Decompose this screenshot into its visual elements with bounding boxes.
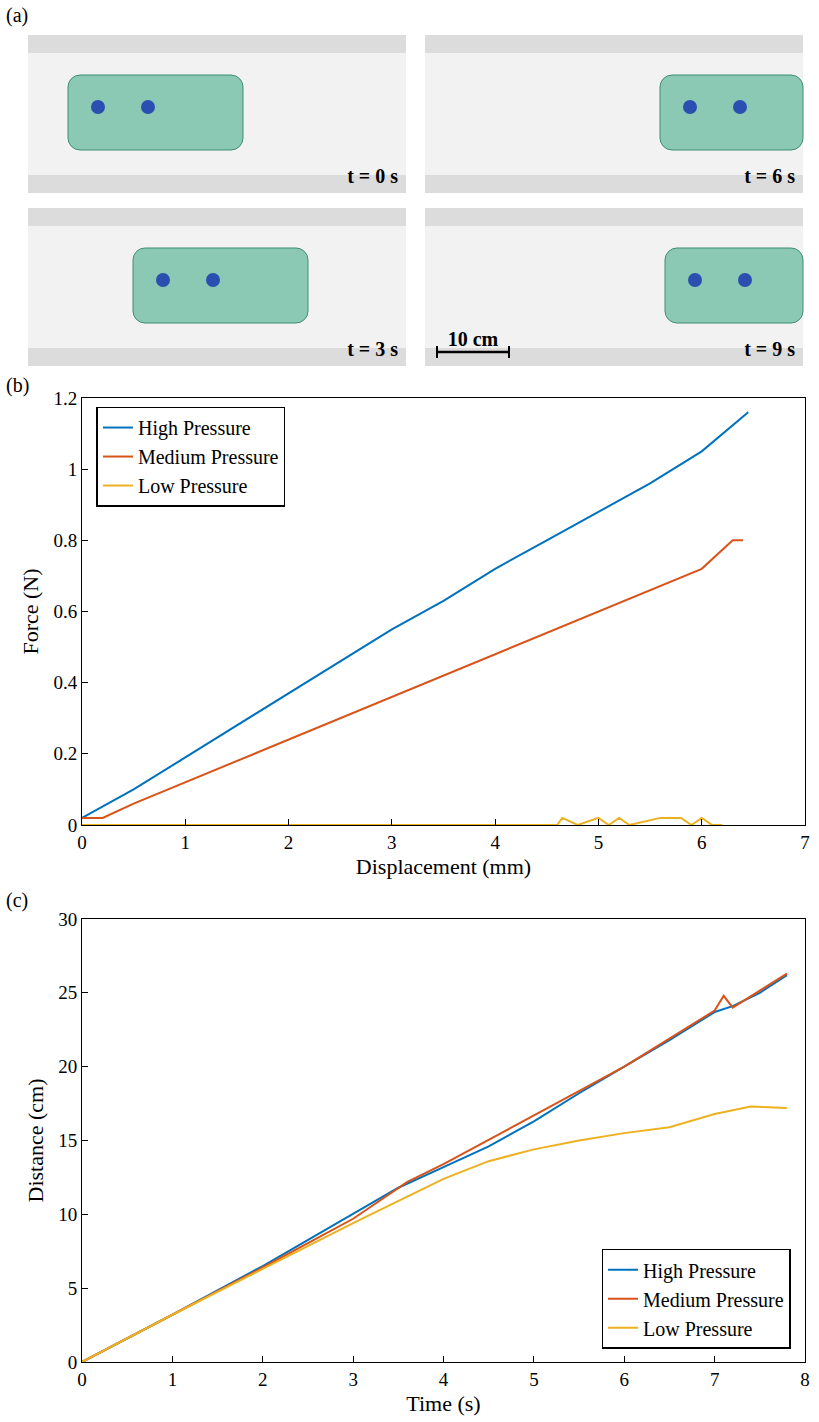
svg-text:0: 0 bbox=[68, 1352, 78, 1373]
svg-text:15: 15 bbox=[58, 1130, 77, 1151]
svg-text:Distance (cm): Distance (cm) bbox=[23, 1079, 48, 1203]
svg-text:10 cm: 10 cm bbox=[448, 328, 499, 350]
svg-text:1: 1 bbox=[68, 459, 78, 480]
svg-text:t = 6 s: t = 6 s bbox=[744, 165, 795, 187]
svg-text:Force (N): Force (N) bbox=[18, 568, 43, 654]
svg-text:5: 5 bbox=[529, 1369, 539, 1390]
svg-text:1: 1 bbox=[181, 832, 191, 853]
svg-text:Low Pressure: Low Pressure bbox=[643, 1318, 753, 1340]
svg-text:4: 4 bbox=[490, 832, 500, 853]
svg-text:20: 20 bbox=[58, 1056, 77, 1077]
svg-text:7: 7 bbox=[710, 1369, 720, 1390]
svg-text:t = 3 s: t = 3 s bbox=[347, 338, 398, 360]
svg-text:5: 5 bbox=[68, 1278, 78, 1299]
svg-text:0.6: 0.6 bbox=[53, 601, 77, 622]
svg-text:1: 1 bbox=[168, 1369, 178, 1390]
svg-text:7: 7 bbox=[800, 832, 810, 853]
svg-text:6: 6 bbox=[697, 832, 707, 853]
svg-text:1.2: 1.2 bbox=[53, 388, 77, 409]
svg-text:25: 25 bbox=[58, 982, 77, 1003]
svg-text:Medium Pressure: Medium Pressure bbox=[138, 446, 279, 468]
svg-text:2: 2 bbox=[258, 1369, 268, 1390]
svg-text:t = 0 s: t = 0 s bbox=[347, 165, 398, 187]
svg-text:5: 5 bbox=[594, 832, 604, 853]
svg-text:3: 3 bbox=[348, 1369, 358, 1390]
svg-text:10: 10 bbox=[58, 1204, 77, 1225]
svg-text:6: 6 bbox=[620, 1369, 630, 1390]
svg-text:Low Pressure: Low Pressure bbox=[138, 475, 248, 497]
svg-text:t = 9 s: t = 9 s bbox=[744, 338, 795, 360]
svg-text:0.8: 0.8 bbox=[53, 530, 77, 551]
svg-text:30: 30 bbox=[58, 909, 77, 930]
svg-text:High Pressure: High Pressure bbox=[643, 1260, 756, 1283]
svg-text:3: 3 bbox=[387, 832, 397, 853]
svg-text:0: 0 bbox=[77, 1369, 87, 1390]
html-text:(c): (c) bbox=[6, 889, 29, 911]
html-text:(a): (a) bbox=[6, 4, 29, 26]
svg-text:Time (s): Time (s) bbox=[406, 1391, 480, 1416]
svg-text:0: 0 bbox=[68, 815, 78, 836]
svg-text:Displacement (mm): Displacement (mm) bbox=[356, 854, 531, 879]
svg-text:Medium Pressure: Medium Pressure bbox=[643, 1289, 784, 1311]
html-text:(b): (b) bbox=[6, 374, 30, 396]
svg-text:0.2: 0.2 bbox=[53, 743, 77, 764]
svg-text:0.4: 0.4 bbox=[53, 672, 77, 693]
svg-text:High Pressure: High Pressure bbox=[138, 417, 251, 440]
svg-text:2: 2 bbox=[284, 832, 294, 853]
svg-text:4: 4 bbox=[439, 1369, 449, 1390]
svg-text:0: 0 bbox=[77, 832, 87, 853]
svg-text:8: 8 bbox=[800, 1369, 810, 1390]
